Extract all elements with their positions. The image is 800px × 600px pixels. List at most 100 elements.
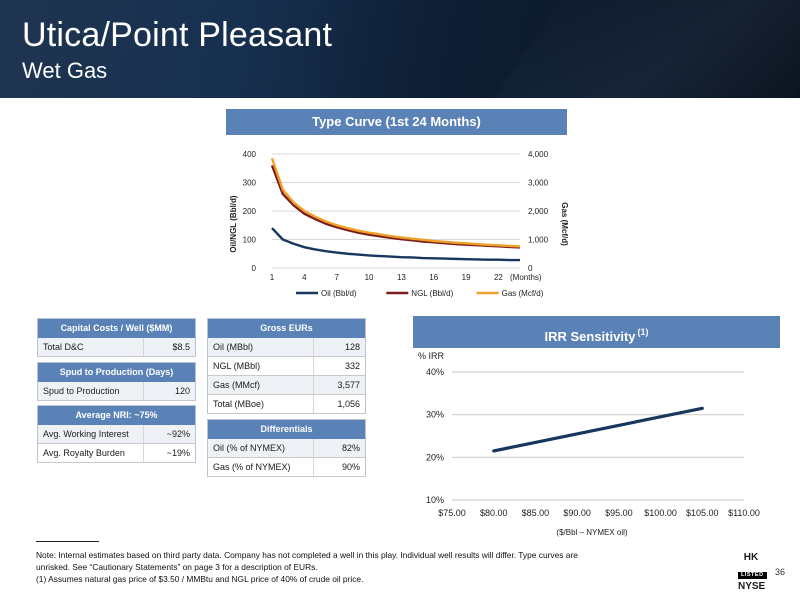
irr-banner-title: IRR Sensitivity: [544, 329, 636, 344]
spud-header: Spud to Production (Days): [37, 362, 196, 382]
x-tick-label: $95.00: [605, 508, 633, 518]
x-tick-label: 19: [462, 273, 471, 282]
hk-nyse-logo: HK LISTED NYSE: [738, 552, 767, 592]
x-tick-label: $110.00: [728, 508, 760, 518]
capital-costs-table: Capital Costs / Well ($MM) Total D&C $8.…: [37, 318, 196, 357]
table-row: Spud to Production 120: [37, 381, 196, 401]
x-tick-label: $85.00: [522, 508, 550, 518]
differentials-value: 82%: [313, 438, 366, 458]
footnote-line: unrisked. See “Cautionary Statements” on…: [36, 561, 318, 572]
differentials-table: Differentials Oil (% of NYMEX) 82% Gas (…: [207, 419, 366, 477]
eurs-value: 3,577: [313, 375, 366, 395]
left-tick-label: 0: [252, 264, 257, 273]
y-tick-label: 20%: [426, 452, 444, 462]
table-row: Gas (MMcf) 3,577: [207, 375, 366, 395]
left-tick-label: 400: [243, 150, 257, 159]
x-tick-label: 7: [334, 273, 339, 282]
capital-costs-value: $8.5: [143, 337, 196, 357]
legend-label: NGL (Bbl/d): [411, 289, 453, 298]
slide-title: Utica/Point Pleasant: [22, 16, 333, 54]
footnote: Note: Internal estimates based on third …: [36, 550, 676, 585]
type-curve-left-axis-label: Oil/NGL (Bbl/d): [229, 195, 238, 253]
x-tick-label: $80.00: [480, 508, 508, 518]
x-tick-label: 1: [270, 273, 275, 282]
table-row: Total (MBoe) 1,056: [207, 394, 366, 414]
x-tick-label: $75.00: [438, 508, 466, 518]
eurs-label: Total (MBoe): [207, 394, 314, 414]
differentials-label: Gas (% of NYMEX): [207, 457, 314, 477]
eurs-label: Oil (MBbl): [207, 337, 314, 357]
irr-footnote-ref: (1): [637, 327, 649, 337]
x-tick-label: 10: [365, 273, 374, 282]
right-tick-label: 4,000: [528, 150, 549, 159]
irr-sensitivity-banner: IRR Sensitivity (1): [413, 316, 780, 348]
gross-eurs-table: Gross EURs Oil (MBbl) 128 NGL (MBbl) 332…: [207, 318, 366, 414]
type-curve-chart: 0 0 100 1,000 200 2,000 300 3,000 400 4,000 1 4 7 10 1…: [229, 150, 569, 298]
nri-value: ~19%: [143, 443, 196, 463]
spud-label: Spud to Production: [37, 381, 144, 401]
slide-header: Utica/Point Pleasant Wet Gas: [0, 0, 800, 98]
series-line: [270, 164, 521, 249]
type-curve-legend: Oil (Bbl/d) NGL (Bbl/d) Gas (Mcf/d): [296, 289, 544, 298]
irr-series-line: [492, 406, 704, 453]
footnote-line: (1) Assumes natural gas price of $3.50 /…: [36, 573, 364, 584]
nri-table: Average NRI: ~75% Avg. Working Interest …: [37, 405, 196, 463]
irr-sensitivity-chart: % IRR 10% 20% 30% 40% $75.00 $80.00 $85.00 $90.…: [418, 351, 760, 537]
nri-value: ~92%: [143, 424, 196, 444]
irr-y-axis-label: % IRR: [418, 351, 445, 361]
left-tick-label: 300: [243, 179, 257, 188]
type-curve-banner: Type Curve (1st 24 Months): [226, 109, 567, 135]
x-tick-label: 4: [302, 273, 307, 282]
header-decoration: [449, 0, 800, 98]
eurs-value: 1,056: [313, 394, 366, 414]
irr-x-axis-label: ($/Bbl – NYMEX oil): [556, 528, 627, 537]
x-tick-label: $90.00: [563, 508, 591, 518]
gross-eurs-header: Gross EURs: [207, 318, 366, 338]
x-tick-label: 13: [397, 273, 406, 282]
spud-value: 120: [143, 381, 196, 401]
x-tick-label: $100.00: [644, 508, 677, 518]
table-row: Total D&C $8.5: [37, 337, 196, 357]
nri-label: Avg. Royalty Burden: [37, 443, 144, 463]
slide-subtitle: Wet Gas: [22, 58, 108, 83]
x-tick-label: 22: [494, 273, 503, 282]
eurs-value: 128: [313, 337, 366, 357]
series-line: [271, 227, 520, 262]
y-tick-label: 10%: [426, 495, 444, 505]
page-number: 36: [775, 567, 786, 577]
left-tick-label: 200: [243, 207, 257, 216]
nri-label: Avg. Working Interest: [37, 424, 144, 444]
footnote-rule: [36, 541, 99, 542]
table-row: NGL (MBbl) 332: [207, 356, 366, 376]
right-tick-label: 2,000: [528, 207, 549, 216]
differentials-label: Oil (% of NYMEX): [207, 438, 314, 458]
table-row: Avg. Royalty Burden ~19%: [37, 443, 196, 463]
series-line: [270, 157, 521, 248]
x-tick-label: 16: [429, 273, 438, 282]
table-row: Oil (MBbl) 128: [207, 337, 366, 357]
y-tick-label: 40%: [426, 367, 444, 377]
eurs-value: 332: [313, 356, 366, 376]
table-row: Avg. Working Interest ~92%: [37, 424, 196, 444]
eurs-label: Gas (MMcf): [207, 375, 314, 395]
type-curve-right-axis-label: Gas (Mcf/d): [560, 202, 569, 246]
differentials-header: Differentials: [207, 419, 366, 439]
differentials-value: 90%: [313, 457, 366, 477]
left-tick-label: 100: [243, 236, 257, 245]
right-tick-label: 3,000: [528, 179, 549, 188]
right-tick-label: 0: [528, 264, 533, 273]
table-row: Oil (% of NYMEX) 82%: [207, 438, 366, 458]
legend-label: Oil (Bbl/d): [321, 289, 357, 298]
legend-label: Gas (Mcf/d): [502, 289, 544, 298]
nri-header: Average NRI: ~75%: [37, 405, 196, 425]
y-tick-label: 30%: [426, 410, 444, 420]
table-row: Gas (% of NYMEX) 90%: [207, 457, 366, 477]
eurs-label: NGL (MBbl): [207, 356, 314, 376]
capital-costs-label: Total D&C: [37, 337, 144, 357]
capital-costs-header: Capital Costs / Well ($MM): [37, 318, 196, 338]
x-tick-label: $105.00: [686, 508, 719, 518]
spud-table: Spud to Production (Days) Spud to Produc…: [37, 362, 196, 401]
footnote-line: Note: Internal estimates based on third …: [36, 550, 578, 560]
type-curve-x-unit: (Months): [510, 273, 542, 282]
right-tick-label: 1,000: [528, 236, 549, 245]
